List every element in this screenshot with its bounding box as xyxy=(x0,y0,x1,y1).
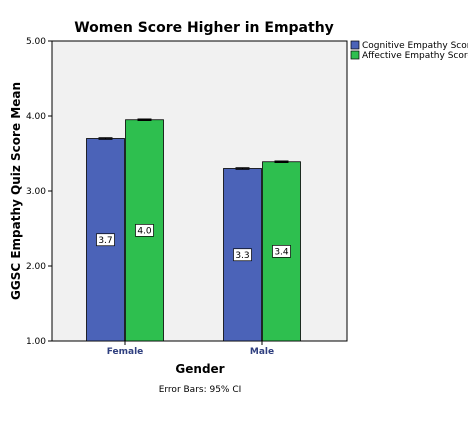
legend-swatch-cognitive xyxy=(350,40,360,50)
x-tick-label: Male xyxy=(250,347,274,357)
y-tick-label: 1.00 xyxy=(26,337,46,347)
y-axis-title: GGSC Empathy Quiz Score Mean xyxy=(9,82,23,300)
y-axis: 1.00 2.00 3.00 4.00 5.00 xyxy=(26,37,52,347)
svg-text:3.3: 3.3 xyxy=(235,251,249,261)
legend-label-cognitive: Cognitive Empathy Score xyxy=(362,41,468,51)
bars: 3.7 4.0 3.3 3.4 xyxy=(86,118,301,342)
y-tick-label: 4.00 xyxy=(26,112,46,122)
x-axis: Female Male xyxy=(107,341,274,357)
x-axis-title: Gender xyxy=(175,362,224,376)
error-bar xyxy=(235,167,250,170)
error-bar xyxy=(274,160,289,163)
data-label: 4.0 xyxy=(135,224,154,237)
svg-text:4.0: 4.0 xyxy=(137,226,152,236)
svg-text:3.4: 3.4 xyxy=(274,247,289,257)
error-bar xyxy=(98,137,113,140)
data-label: 3.7 xyxy=(96,233,115,247)
data-label: 3.4 xyxy=(272,245,291,258)
y-tick-label: 2.00 xyxy=(26,262,46,272)
legend: Cognitive Empathy Score Affective Empath… xyxy=(350,40,468,61)
y-tick-label: 3.00 xyxy=(26,187,46,197)
data-label: 3.3 xyxy=(233,248,252,262)
legend-swatch-affective xyxy=(350,50,360,60)
legend-label-affective: Affective Empathy Score xyxy=(362,51,468,61)
error-bars-note: Error Bars: 95% CI xyxy=(159,385,242,395)
y-tick-label: 5.00 xyxy=(26,37,46,47)
error-bar xyxy=(137,118,152,121)
chart-title: Women Score Higher in Empathy xyxy=(74,20,334,36)
svg-text:3.7: 3.7 xyxy=(98,236,112,246)
x-tick-label: Female xyxy=(107,347,144,357)
